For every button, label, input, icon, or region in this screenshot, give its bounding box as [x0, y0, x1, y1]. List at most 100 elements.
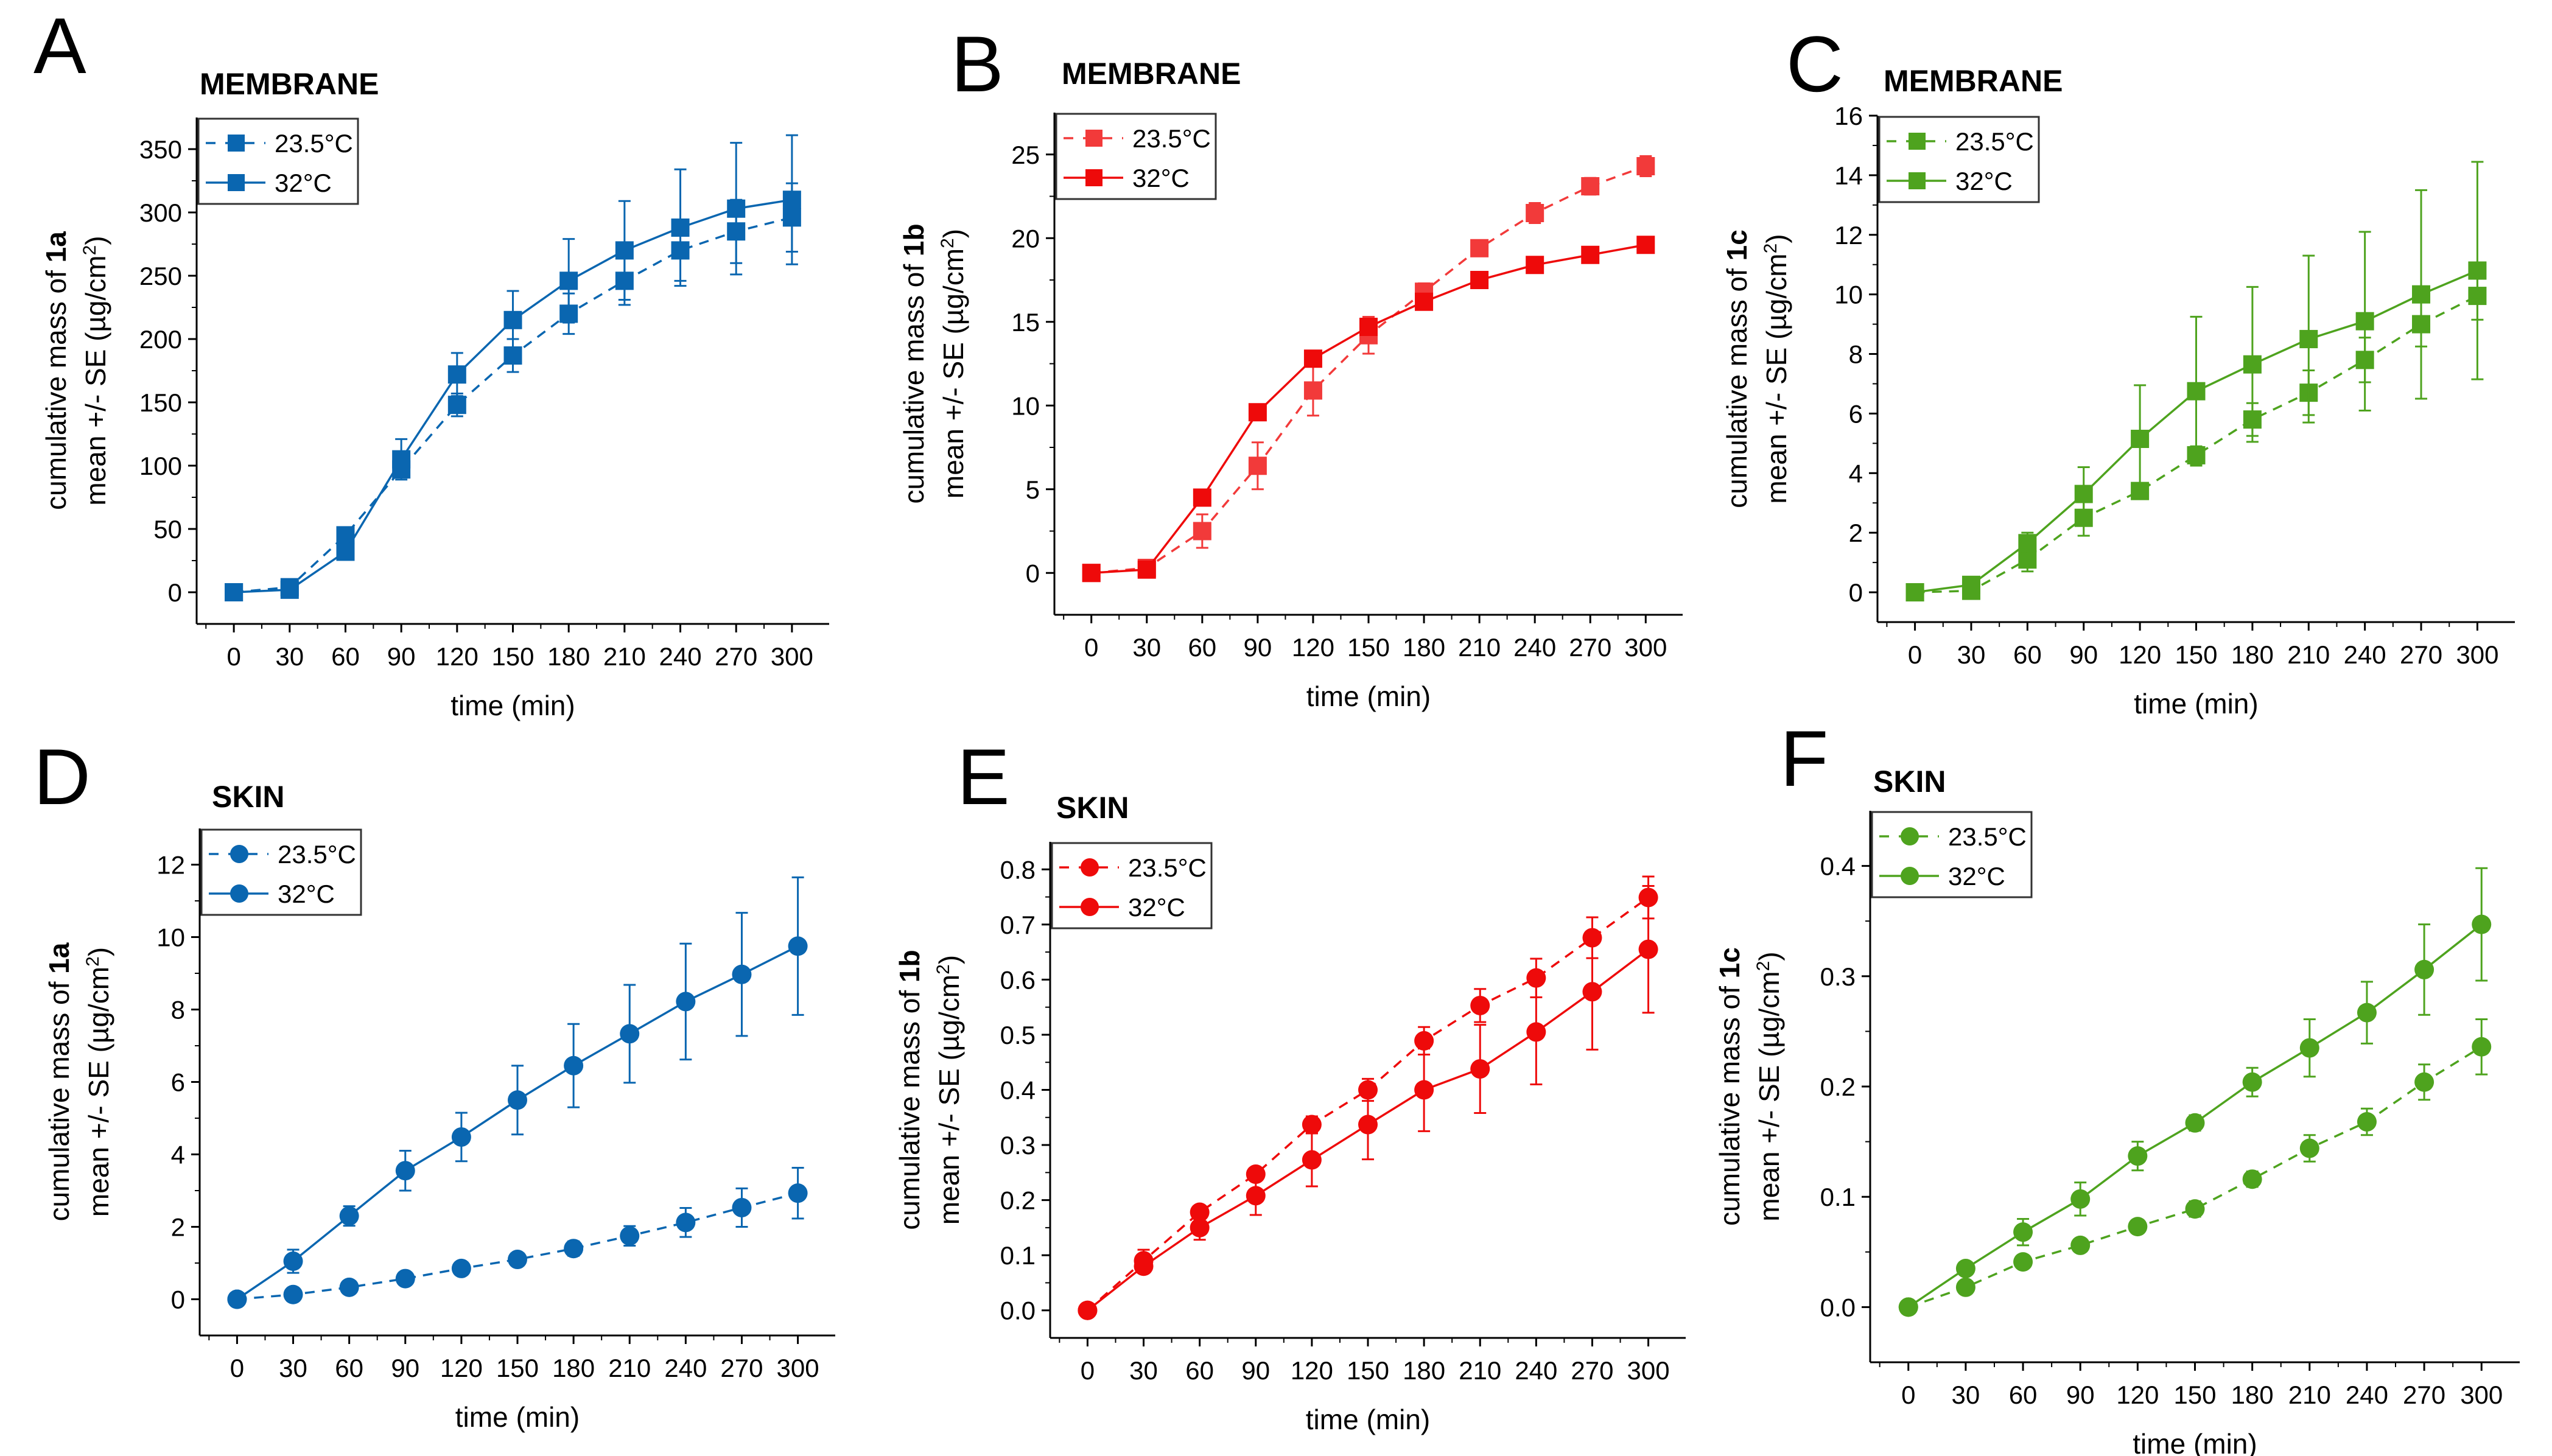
data-point	[1193, 488, 1211, 507]
data-point	[1526, 1022, 1546, 1042]
y-tick-label: 0.5	[1000, 1021, 1036, 1049]
data-point	[1137, 560, 1156, 579]
data-point	[2018, 534, 2037, 553]
data-point	[2357, 1003, 2377, 1023]
chart-svg: E SKIN 0.0 0.1 0.2 0.3 0.4 0.5 0.6 0.7 0.8 0 30 60 90 1…	[894, 732, 1686, 1435]
data-point	[1082, 564, 1101, 583]
data-point	[615, 241, 634, 260]
legend-label: 32°C	[278, 880, 335, 908]
y-tick-label: 4	[1849, 459, 1863, 488]
legend-marker	[1909, 133, 1926, 150]
y-tick-label: 0	[1026, 559, 1040, 587]
legend-box	[197, 117, 359, 205]
y-axis-label-line2: mean +/- SE (µg/cm2)	[1753, 951, 1786, 1221]
y-tick-label: 4	[171, 1141, 185, 1169]
data-point	[2357, 1111, 2377, 1132]
y-tick-label: 0	[168, 578, 182, 607]
data-point	[339, 1206, 359, 1226]
x-tick-label: 30	[1129, 1356, 1158, 1385]
x-tick-label: 30	[1132, 633, 1161, 662]
data-point	[2472, 914, 2492, 934]
data-point	[395, 1269, 415, 1289]
x-tick-label: 120	[2119, 640, 2161, 669]
panel-c: C MEMBRANE 0 2 4 6 8 10 12 14 16 0 30 60 90 120 150 180 21…	[1701, 0, 2551, 728]
series-23-5c	[1898, 1018, 2492, 1317]
x-tick-label: 240	[2344, 640, 2386, 669]
data-point	[671, 218, 690, 237]
x-tick-label: 240	[1513, 633, 1556, 662]
y-tick-label: 10	[1011, 391, 1040, 420]
x-tick-label: 270	[1571, 1356, 1613, 1385]
x-tick-label: 120	[436, 642, 479, 671]
data-point	[727, 199, 746, 218]
data-point	[1526, 968, 1546, 988]
data-point	[1134, 1256, 1154, 1276]
x-tick-label: 150	[496, 1354, 539, 1382]
x-tick-label: 0	[226, 642, 240, 671]
data-point	[2299, 1138, 2319, 1158]
x-tick-label: 300	[777, 1354, 819, 1382]
data-point	[782, 191, 801, 209]
legend-marker	[230, 884, 248, 903]
data-point	[1955, 1277, 1975, 1297]
y-tick-label: 350	[139, 135, 182, 164]
x-tick-label: 0	[1081, 1356, 1095, 1385]
data-point	[339, 1277, 359, 1297]
x-tick-label: 180	[1403, 633, 1445, 662]
x-axis-label: time (min)	[2134, 688, 2258, 719]
x-tick-label: 90	[1241, 1356, 1270, 1385]
x-tick-label: 300	[1627, 1356, 1670, 1385]
data-point	[283, 1284, 303, 1304]
data-point	[1193, 522, 1211, 541]
y-tick-label: 250	[139, 262, 182, 290]
x-tick-label: 270	[2403, 1381, 2445, 1409]
data-point	[2070, 1189, 2091, 1209]
data-point	[451, 1258, 471, 1278]
data-point	[1526, 256, 1544, 275]
x-tick-label: 30	[1952, 1381, 1980, 1409]
y-tick-label: 14	[1834, 161, 1863, 190]
panel-letter: C	[1786, 19, 1843, 108]
data-point	[280, 580, 299, 599]
y-tick-label: 8	[171, 996, 185, 1024]
y-tick-label: 0.0	[1820, 1293, 1856, 1321]
y-tick-label: 0.6	[1000, 965, 1036, 994]
data-point	[1414, 1031, 1434, 1051]
data-point	[732, 964, 752, 984]
y-axis-label-line1: cumulative mass of 1c	[1714, 947, 1745, 1226]
x-tick-label: 0	[1901, 1381, 1915, 1409]
data-point	[1078, 1300, 1098, 1320]
x-tick-label: 210	[1458, 633, 1501, 662]
y-tick-label: 12	[1834, 221, 1863, 250]
y-tick-label: 0	[171, 1286, 185, 1314]
y-axis-label-line1: cumulative mass of 1b	[898, 223, 930, 503]
legend-marker	[1081, 858, 1099, 877]
data-point	[508, 1090, 527, 1110]
y-tick-label: 0.8	[1000, 855, 1036, 884]
data-point	[788, 936, 808, 956]
data-point	[1581, 245, 1600, 264]
panel-f: F SKIN 0.0 0.1 0.2 0.3 0.4 0 30 60 90 120 150 180 210 2…	[1701, 728, 2551, 1456]
y-tick-label: 2	[1849, 519, 1863, 547]
y-tick-label: 0.4	[1000, 1076, 1036, 1105]
data-point	[2299, 330, 2318, 349]
data-point	[2128, 1217, 2148, 1237]
x-tick-label: 300	[2460, 1381, 2503, 1409]
data-point	[1470, 271, 1489, 289]
legend-label: 23.5°C	[278, 840, 356, 869]
x-tick-label: 0	[1084, 633, 1098, 662]
panel-a: A MEMBRANE 0 50 100 150 200 250 300 350 0 30 60 90 120…	[0, 0, 850, 728]
legend-label: 32°C	[1948, 862, 2005, 891]
y-tick-label: 10	[1834, 281, 1863, 309]
legend-label: 32°C	[1955, 167, 2013, 195]
data-point	[447, 365, 466, 384]
data-point	[564, 1055, 584, 1076]
legend-label: 23.5°C	[275, 129, 353, 158]
x-tick-label: 150	[1347, 633, 1390, 662]
data-point	[1582, 982, 1602, 1002]
data-point	[2074, 485, 2093, 503]
legend: 23.5°C 32°C	[1878, 116, 2040, 203]
x-axis-label: time (min)	[1306, 1404, 1430, 1435]
x-tick-label: 210	[1459, 1356, 1501, 1385]
x-tick-label: 240	[1515, 1356, 1557, 1385]
